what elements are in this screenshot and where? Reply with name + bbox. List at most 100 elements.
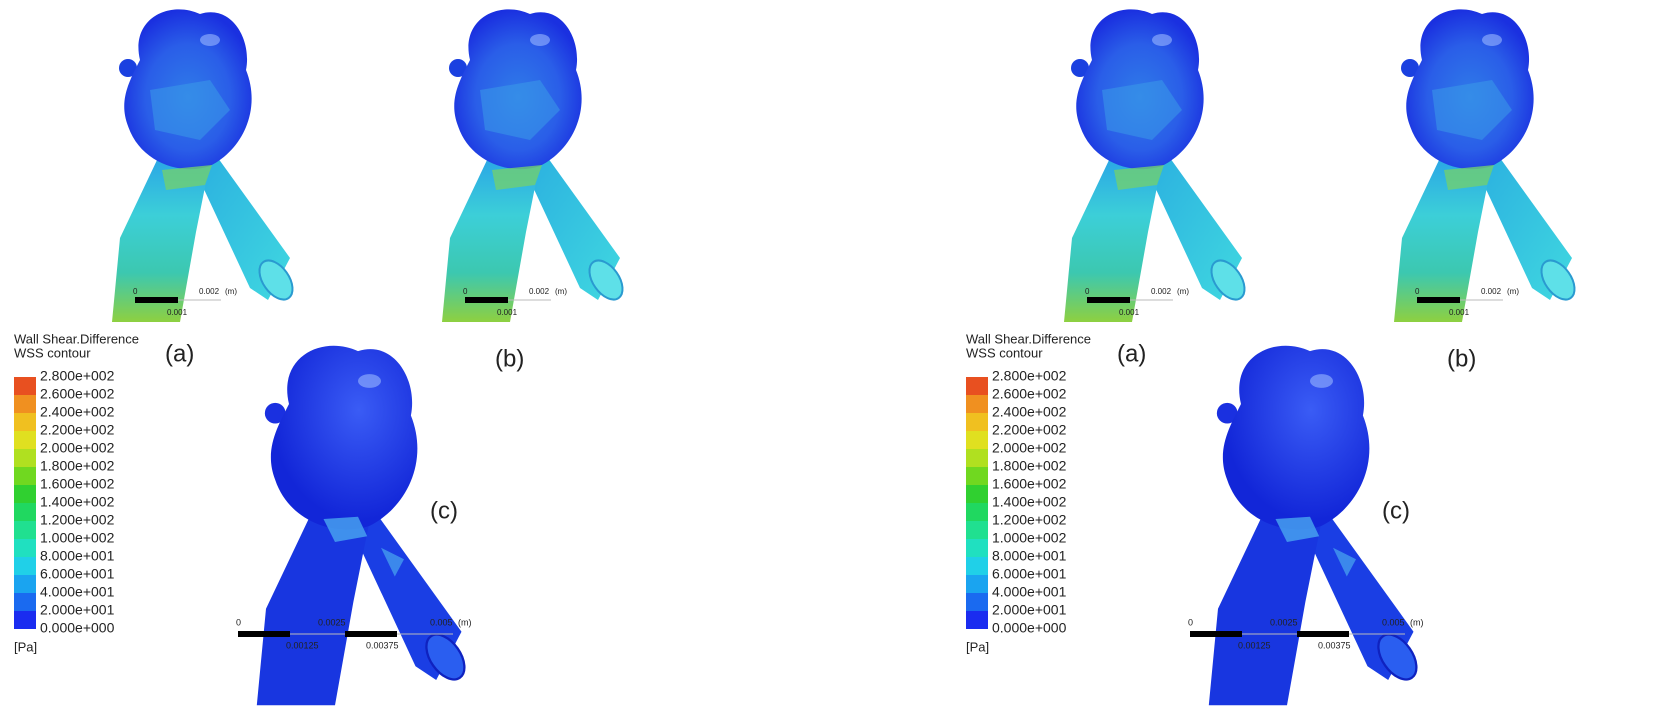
scale-label: 0.00125	[286, 640, 319, 650]
vessel-highlight	[1152, 34, 1172, 46]
colorbar-tick-label: 2.600e+002	[40, 386, 115, 402]
scale-label: 0.0025	[318, 617, 346, 627]
colorbar-segment	[966, 611, 988, 629]
scale-bar	[1417, 297, 1460, 303]
colorbar-segment	[14, 611, 36, 629]
colorbar-segment	[14, 485, 36, 503]
colorbar-tick-label: 2.200e+002	[40, 422, 115, 438]
vessel-dome	[1223, 346, 1370, 530]
scale-label: 0	[1188, 617, 1193, 627]
colorbar-segment	[14, 557, 36, 575]
vessel-highlight	[530, 34, 550, 46]
colorbar-segment	[14, 593, 36, 611]
scale-label: 0.001	[1119, 308, 1140, 317]
legend-title: Wall Shear.Difference	[966, 331, 1091, 346]
scale-bar	[1087, 297, 1130, 303]
colorbar-segment	[966, 449, 988, 467]
scale-label: 0.001	[497, 308, 518, 317]
vessel-highlight	[1482, 34, 1502, 46]
colorbar-tick-label: 0.000e+000	[992, 620, 1067, 636]
colorbar-segment	[966, 539, 988, 557]
colorbar-tick-label: 2.400e+002	[992, 404, 1067, 420]
colorbar-tick-label: 2.000e+001	[40, 602, 115, 618]
colorbar-segment	[966, 521, 988, 539]
colorbar-segment	[14, 377, 36, 395]
scale-label: 0.002	[199, 287, 220, 296]
scale-label: 0.005	[430, 617, 453, 627]
vessel-model	[442, 9, 629, 322]
vessel-trunk	[257, 517, 370, 706]
vessel-model	[1394, 9, 1581, 322]
scale-label: 0.002	[1481, 287, 1502, 296]
colorbar-segment	[966, 395, 988, 413]
colorbar-segment	[966, 431, 988, 449]
colorbar-tick-label: 2.000e+001	[992, 602, 1067, 618]
scale-label: (m)	[225, 287, 237, 296]
vessel-model	[1209, 346, 1424, 706]
vessel-highlight	[358, 374, 381, 388]
vessel-highlight	[1310, 374, 1333, 388]
view-label: (b)	[495, 345, 524, 372]
scale-label: 0.001	[167, 308, 188, 317]
scale-bar	[1297, 631, 1349, 637]
vessel-dome	[271, 346, 418, 530]
view-label: (a)	[1117, 340, 1146, 367]
colorbar-segment	[966, 377, 988, 395]
scale-label: 0.002	[529, 287, 550, 296]
scale-label: 0.005	[1382, 617, 1405, 627]
colorbar-tick-label: 4.000e+001	[40, 584, 115, 600]
colorbar-tick-label: 1.000e+002	[992, 530, 1067, 546]
colorbar-tick-label: 1.600e+002	[992, 476, 1067, 492]
vessel-model	[1064, 9, 1251, 322]
view-label: (b)	[1447, 345, 1476, 372]
scale-bar	[465, 297, 508, 303]
colorbar-tick-label: 2.000e+002	[40, 440, 115, 456]
vessel-model	[257, 346, 472, 706]
colorbar-segment	[966, 575, 988, 593]
colorbar-tick-label: 2.800e+002	[992, 368, 1067, 384]
colorbar-segment	[966, 413, 988, 431]
scale-bar	[1190, 631, 1242, 637]
colorbar-segment	[966, 503, 988, 521]
vessel-highlight	[200, 34, 220, 46]
scale-label: (m)	[1410, 617, 1424, 627]
scale-label: (m)	[458, 617, 472, 627]
scale-label: 0.00375	[1318, 640, 1351, 650]
colorbar-segment	[14, 395, 36, 413]
scale-bar	[135, 297, 178, 303]
colorbar-tick-label: 1.800e+002	[992, 458, 1067, 474]
legend: Wall Shear.DifferenceWSS contour2.800e+0…	[966, 331, 1091, 654]
colorbar-tick-label: 2.000e+002	[992, 440, 1067, 456]
colorbar-tick-label: 6.000e+001	[40, 566, 115, 582]
view-label: (a)	[165, 340, 194, 367]
colorbar-tick-label: 8.000e+001	[992, 548, 1067, 564]
colorbar-tick-label: 2.800e+002	[40, 368, 115, 384]
scale-label: (m)	[1177, 287, 1189, 296]
scale-label: 0	[463, 287, 468, 296]
colorbar-tick-label: 2.600e+002	[992, 386, 1067, 402]
colorbar-tick-label: 1.600e+002	[40, 476, 115, 492]
colorbar-tick-label: 1.800e+002	[40, 458, 115, 474]
legend-subtitle: WSS contour	[14, 345, 91, 360]
colorbar-segment	[966, 467, 988, 485]
scale-bar	[345, 631, 397, 637]
legend-unit: [Pa]	[14, 639, 37, 654]
colorbar-tick-label: 0.000e+000	[40, 620, 115, 636]
colorbar-tick-label: 1.000e+002	[40, 530, 115, 546]
colorbar-tick-label: 1.400e+002	[992, 494, 1067, 510]
colorbar-segment	[966, 485, 988, 503]
colorbar-segment	[14, 467, 36, 485]
scale-label: 0.001	[1449, 308, 1470, 317]
vessel-trunk	[1209, 517, 1322, 706]
scale-label: 0	[1415, 287, 1420, 296]
legend-unit: [Pa]	[966, 639, 989, 654]
figure: Wall Shear.Difference WSS contour 2.800e+0…	[0, 0, 1679, 710]
colorbar-segment	[966, 557, 988, 575]
colorbar-tick-label: 1.200e+002	[40, 512, 115, 528]
colorbar-segment	[14, 503, 36, 521]
colorbar-segment	[14, 521, 36, 539]
view-label: (c)	[430, 497, 458, 524]
colorbar-tick-label: 4.000e+001	[992, 584, 1067, 600]
